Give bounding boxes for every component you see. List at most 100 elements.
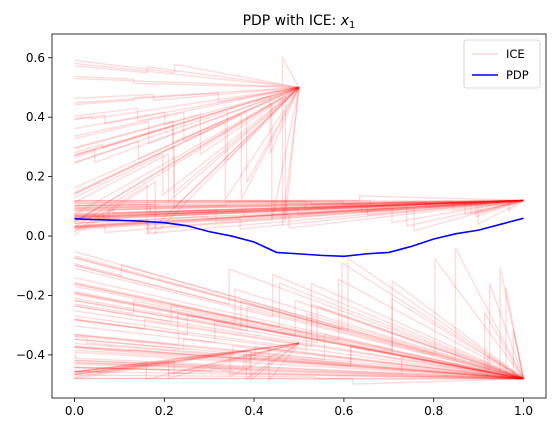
ice-line [74, 86, 300, 159]
ice-line [74, 366, 524, 380]
ice-line [74, 303, 524, 380]
ice-line [74, 264, 524, 380]
ice-line [74, 313, 524, 380]
ice-line [74, 346, 524, 380]
ice-line [74, 199, 524, 209]
ice-line [74, 290, 524, 380]
ice-line [74, 345, 524, 380]
ice-line [74, 349, 524, 380]
ice-line [74, 199, 524, 206]
ice-line [74, 87, 300, 228]
ice-line [74, 345, 524, 380]
ice-line [74, 199, 524, 234]
ice-line [74, 199, 524, 207]
ice-line [74, 377, 524, 380]
ice-line [74, 199, 524, 229]
ice-line [74, 342, 300, 380]
legend-label: PDP [506, 68, 529, 82]
ice-line [74, 75, 300, 89]
ice-line [74, 257, 525, 380]
ice-line [74, 293, 524, 380]
ice-line [74, 199, 524, 229]
ice-line [74, 199, 524, 209]
ice-line [74, 59, 300, 89]
ice-line [74, 342, 300, 374]
ice-line [74, 86, 300, 154]
ice-line [74, 287, 525, 379]
y-tick-label: 0.0 [26, 229, 45, 243]
y-tick-label: −0.2 [16, 288, 45, 302]
ice-line [74, 199, 524, 214]
y-tick-label: 0.4 [26, 110, 45, 124]
ice-line [74, 87, 300, 202]
y-tick-label: 0.6 [26, 51, 45, 65]
y-axis-ticks: −0.4 −0.2 0.0 0.2 0.4 0.6 [16, 51, 52, 362]
ice-line [74, 267, 524, 380]
ice-line [74, 199, 524, 221]
ice-line [74, 366, 524, 380]
ice-line [74, 366, 524, 380]
pdp-line [74, 217, 524, 258]
ice-line [74, 355, 524, 380]
ice-line [74, 199, 524, 218]
ice-line [74, 356, 524, 380]
ice-line [74, 199, 524, 216]
ice-line [73, 342, 300, 378]
ice-line [74, 195, 524, 202]
x-axis-ticks: 0.0 0.2 0.4 0.6 0.8 1.0 [65, 398, 533, 418]
ice-line [74, 264, 525, 379]
ice-line [74, 199, 524, 223]
legend-box [463, 39, 541, 89]
ice-line [74, 86, 300, 164]
x-tick-label: 0.2 [155, 404, 174, 418]
chart-title-subscript: 1 [349, 20, 355, 31]
ice-line [74, 281, 525, 379]
ice-line [74, 342, 524, 380]
x-tick-label: 1.0 [514, 404, 533, 418]
ice-line [74, 338, 524, 380]
ice-line [74, 297, 524, 380]
ice-line [74, 86, 300, 145]
ice-line [74, 86, 300, 204]
ice-line [74, 359, 524, 380]
ice-line [74, 199, 524, 210]
ice-line [74, 299, 524, 380]
ice-line [74, 342, 300, 375]
ice-line [74, 86, 300, 161]
ice-line [74, 342, 300, 375]
ice-line [74, 86, 300, 102]
x-tick-label: 0.8 [424, 404, 443, 418]
ice-line [74, 247, 525, 380]
ice-line [74, 288, 524, 380]
ice-line [74, 86, 300, 120]
ice-line [74, 86, 300, 236]
ice-line [74, 282, 524, 380]
y-tick-label: −0.4 [16, 348, 45, 362]
ice-line [74, 199, 524, 227]
legend-label: ICE [506, 47, 525, 61]
ice-line [74, 199, 524, 218]
ice-line [74, 329, 525, 379]
ice-line [74, 303, 524, 380]
ice-line [74, 335, 524, 380]
ice-line [74, 338, 524, 380]
ice-line [74, 86, 300, 130]
ice-line [74, 255, 524, 380]
ice-line [74, 314, 524, 380]
ice-line [74, 199, 524, 219]
ice-line [74, 86, 300, 164]
ice-line [74, 86, 300, 156]
ice-line [74, 199, 524, 208]
ice-line [74, 199, 524, 232]
ice-line [74, 199, 524, 216]
ice-line [74, 86, 300, 106]
ice-line [74, 342, 300, 381]
chart-title: PDP with ICE: x1 [243, 13, 356, 31]
ice-line [74, 282, 524, 380]
ice-line [74, 86, 300, 123]
ice-line [74, 199, 524, 214]
ice-line [74, 346, 524, 380]
ice-line [74, 77, 300, 89]
legend: ICE PDP [463, 39, 541, 89]
ice-line [74, 87, 300, 226]
